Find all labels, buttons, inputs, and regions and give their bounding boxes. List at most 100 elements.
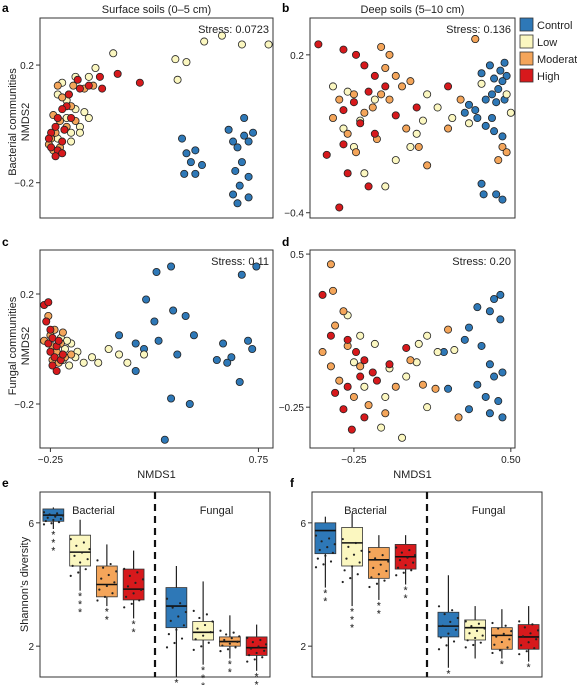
jitter-dot-f	[518, 620, 521, 623]
point-control-c	[152, 267, 161, 276]
jitter-dot-f	[402, 571, 405, 574]
jitter-dot-e	[259, 638, 262, 642]
point-moderate-c	[58, 328, 67, 337]
point-moderate-a	[69, 81, 78, 90]
y-tick-label-e: 2	[28, 642, 34, 653]
point-high-a	[113, 69, 122, 78]
point-control-a	[229, 190, 238, 199]
point-control-c	[131, 339, 140, 348]
box-low-e	[69, 534, 91, 567]
jitter-dot-e	[246, 660, 249, 663]
sig-star-high-e: *	[51, 546, 55, 557]
jitter-dot-f	[456, 616, 459, 620]
box-control-e	[165, 587, 188, 629]
jitter-dot-f	[452, 640, 456, 643]
point-control-c	[154, 336, 163, 345]
jitter-dot-f	[474, 636, 477, 640]
point-moderate-b	[402, 124, 411, 133]
point-moderate-b	[444, 124, 453, 133]
point-moderate-b	[360, 108, 369, 117]
point-moderate-b	[456, 95, 465, 104]
point-low-c	[104, 344, 113, 353]
point-moderate-b	[368, 103, 377, 112]
jitter-dot-f	[464, 646, 467, 649]
jitter-dot-e	[238, 635, 241, 638]
jitter-dot-f	[475, 629, 479, 632]
jitter-dot-f	[449, 620, 452, 624]
point-high-a	[95, 72, 104, 81]
point-control-d	[498, 413, 507, 422]
point-high-c	[44, 298, 53, 307]
panel-letter-a: a	[2, 1, 9, 15]
jitter-dot-e	[124, 595, 128, 598]
jitter-dot-f	[504, 624, 507, 627]
sig-star-control-e: *	[228, 660, 232, 671]
point-control-a	[244, 193, 253, 202]
point-moderate-b	[335, 95, 344, 104]
point-control-d	[464, 405, 473, 414]
box-low-e	[192, 621, 214, 641]
jitter-dot-f	[520, 644, 523, 647]
panel-letter-b: b	[282, 1, 289, 15]
point-control-a	[186, 158, 195, 167]
jitter-dot-e	[173, 641, 176, 645]
jitter-dot-e	[52, 518, 55, 522]
jitter-dot-f	[320, 540, 323, 543]
jitter-dot-f	[318, 548, 321, 552]
y-axis-label-e: Shannon’s diversity	[19, 536, 31, 632]
point-high-d	[343, 335, 352, 344]
point-control-b	[498, 195, 507, 204]
x-tick-label-d: 0.50	[501, 455, 521, 466]
jitter-dot-e	[230, 637, 233, 640]
group-label-fungal-e: Fungal	[200, 505, 234, 517]
sig-star-low-e: *	[255, 680, 259, 685]
sig-star-moderate-e: *	[51, 538, 55, 549]
row-a-label: Bacterial communities	[7, 68, 19, 176]
jitter-dot-e	[111, 592, 114, 595]
point-low-a	[67, 137, 76, 146]
jitter-dot-e	[100, 577, 103, 580]
point-control-b	[487, 90, 496, 99]
jitter-dot-f	[447, 632, 450, 635]
point-low-b	[329, 82, 338, 91]
sig-star-low-e: *	[174, 678, 178, 685]
jitter-dot-f	[437, 648, 441, 651]
point-control-c	[235, 377, 244, 386]
jitter-dot-e	[96, 559, 99, 562]
jitter-dot-e	[88, 548, 91, 551]
point-control-b	[500, 58, 509, 67]
point-high-c	[54, 336, 63, 345]
jitter-dot-e	[205, 613, 208, 616]
point-low-b	[423, 90, 432, 99]
jitter-dot-e	[105, 584, 108, 588]
legend-label-moderate: Moderate	[537, 54, 577, 66]
jitter-dot-e	[48, 513, 51, 516]
jitter-dot-e	[57, 521, 61, 524]
sig-star-low-e: *	[51, 530, 55, 541]
point-moderate-c	[67, 350, 76, 359]
point-control-c	[223, 358, 232, 367]
point-high-d	[360, 413, 369, 422]
box-moderate-f	[368, 547, 390, 579]
jitter-dot-f	[343, 569, 346, 572]
sig-star-control-e: *	[105, 607, 109, 618]
point-low-b	[502, 90, 511, 99]
jitter-dot-f	[387, 560, 390, 563]
point-low-a	[200, 37, 209, 46]
point-moderate-d	[318, 348, 327, 357]
jitter-dot-e	[123, 567, 126, 570]
point-control-c	[248, 344, 257, 353]
box-low-f	[464, 619, 486, 641]
point-control-b	[477, 179, 486, 188]
jitter-dot-e	[246, 636, 249, 639]
point-control-a	[182, 149, 191, 158]
point-control-b	[479, 190, 488, 199]
point-high-a	[98, 84, 107, 93]
sig-star-moderate-f: *	[323, 589, 327, 600]
point-moderate-d	[454, 413, 463, 422]
y-tick-label-b: −0.4	[284, 209, 304, 220]
point-moderate-d	[356, 362, 365, 371]
point-control-c	[185, 399, 194, 408]
point-low-c	[94, 358, 103, 367]
box-moderate-f	[491, 627, 513, 650]
